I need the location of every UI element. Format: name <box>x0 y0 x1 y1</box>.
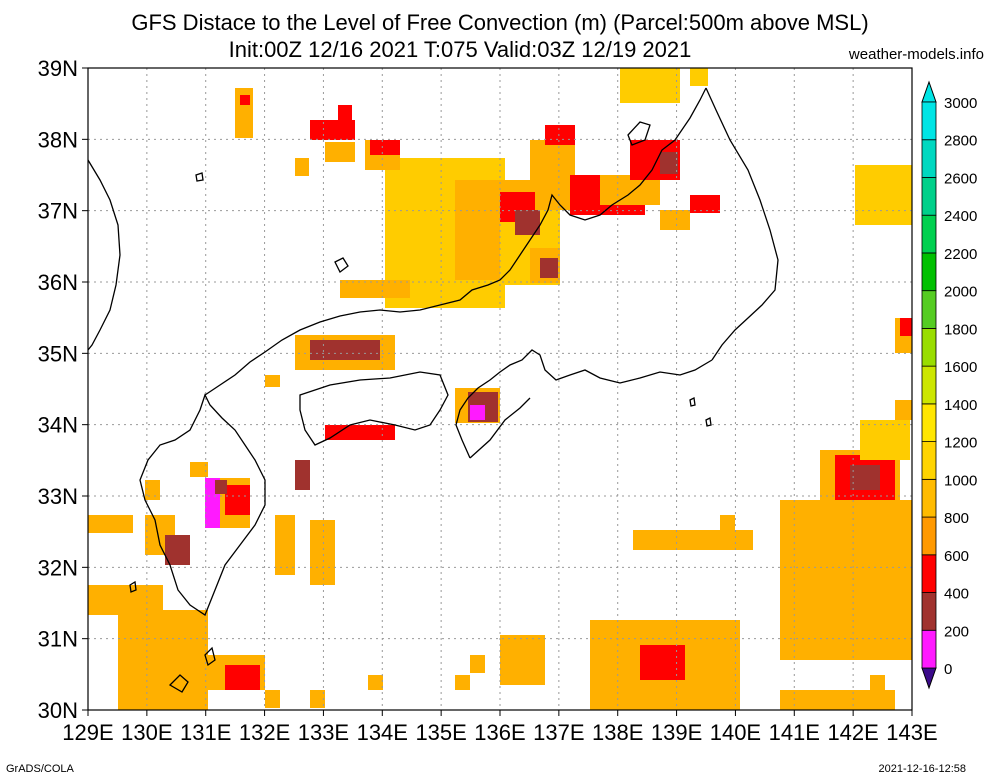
longitude-axis: 129E 130E 131E 132E 133E 134E 135E 136E 137E 138E… <box>62 710 938 745</box>
coastlines <box>87 87 779 693</box>
lat-tick-label: 34N <box>38 413 78 438</box>
lon-tick-label: 140E <box>710 720 761 745</box>
lon-tick-label: 134E <box>357 720 408 745</box>
colorbar-tick-label: 1200 <box>944 435 977 452</box>
colorbar-legend: 0 200 400 600 800 1000 1200 1400 1600 1800 2000 220… <box>921 80 977 690</box>
lon-tick-label: 139E <box>651 720 702 745</box>
lat-tick-label: 38N <box>38 127 78 152</box>
lon-tick-label: 136E <box>474 720 525 745</box>
colorbar-tick-label: 2000 <box>944 284 977 301</box>
lon-tick-label: 135E <box>415 720 466 745</box>
lon-tick-label: 133E <box>298 720 349 745</box>
colorbar-tick-label: 600 <box>944 548 969 565</box>
lat-tick-label: 35N <box>38 341 78 366</box>
colorbar-tick-label: 1600 <box>944 359 977 376</box>
colorbar-tick-label: 3000 <box>944 95 977 112</box>
colorbar-tick-label: 2600 <box>944 170 977 187</box>
lon-tick-label: 137E <box>533 720 584 745</box>
lon-tick-label: 143E <box>886 720 937 745</box>
colorbar-tick-label: 2200 <box>944 246 977 263</box>
lon-tick-label: 138E <box>592 720 643 745</box>
lat-tick-label: 32N <box>38 555 78 580</box>
lon-tick-label: 129E <box>62 720 113 745</box>
lat-tick-label: 37N <box>38 199 78 224</box>
colorbar-tick-label: 1400 <box>944 397 977 414</box>
lon-tick-label: 141E <box>769 720 820 745</box>
lon-tick-label: 142E <box>827 720 878 745</box>
shaded-field <box>88 68 912 710</box>
lat-tick-label: 36N <box>38 270 78 295</box>
lat-tick-label: 30N <box>38 698 78 723</box>
latitude-axis: 39N 38N 37N 36N 35N 34N 33N 32N 31N 30N <box>38 56 88 723</box>
colorbar-tick-label: 1800 <box>944 321 977 338</box>
colorbar-tick-label: 200 <box>944 623 969 640</box>
lon-tick-label: 132E <box>239 720 290 745</box>
footer-software: GrADS/COLA <box>6 763 74 775</box>
colorbar-tick-label: 2800 <box>944 133 977 150</box>
chart-title: GFS Distace to the Level of Free Convect… <box>131 10 869 35</box>
lat-tick-label: 33N <box>38 484 78 509</box>
website-label: weather-models.info <box>848 46 984 63</box>
colorbar-tick-label: 800 <box>944 510 969 527</box>
colorbar-tick-label: 0 <box>944 661 952 678</box>
lon-tick-label: 131E <box>180 720 231 745</box>
colorbar-tick-label: 400 <box>944 586 969 603</box>
lon-tick-label: 130E <box>121 720 172 745</box>
lat-tick-label: 39N <box>38 56 78 81</box>
chart-subtitle: Init:00Z 12/16 2021 T:075 Valid:03Z 12/1… <box>228 37 692 62</box>
colorbar-tick-label: 2400 <box>944 208 977 225</box>
gridlines <box>88 68 912 710</box>
footer-timestamp: 2021-12-16-12:58 <box>878 763 966 775</box>
colorbar-tick-label: 1000 <box>944 472 977 489</box>
lat-tick-label: 31N <box>38 627 78 652</box>
